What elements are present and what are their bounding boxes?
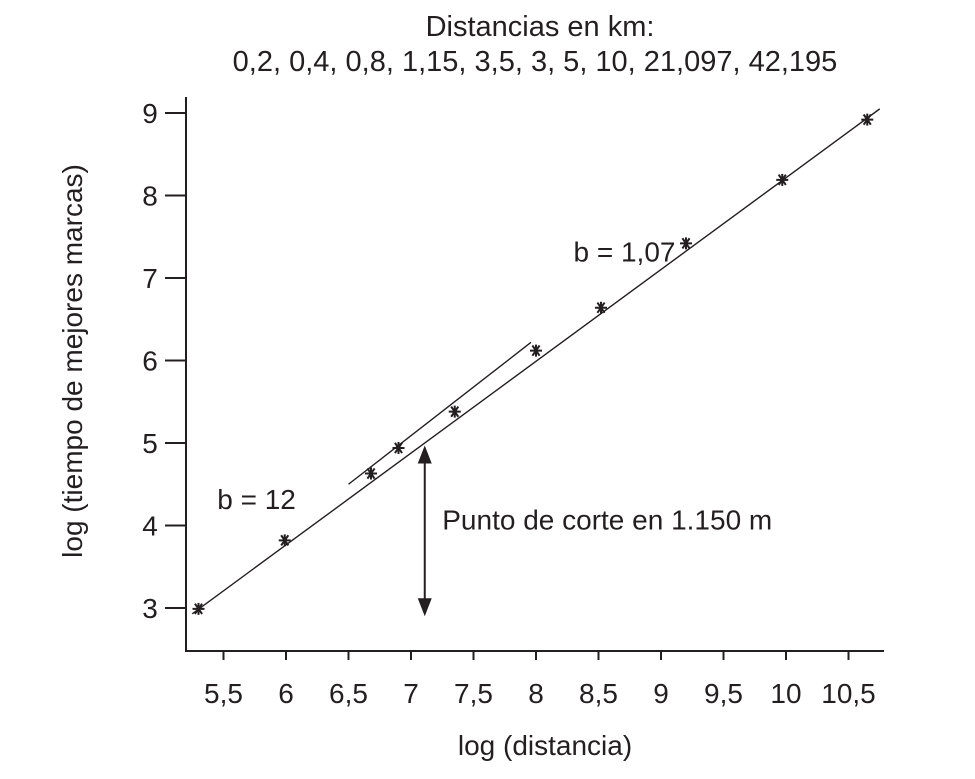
y-tick-label: 8: [142, 181, 158, 212]
x-tick-label: 6: [278, 678, 294, 709]
y-tick-label: 5: [142, 428, 158, 459]
annotations: b = 1,07 b = 12 Punto de corte en 1.150 m: [217, 237, 772, 536]
data-point: [192, 602, 205, 615]
arrow-head-down: [417, 598, 432, 617]
data-point: [392, 441, 405, 454]
chart-title: Distancias en km:: [426, 11, 655, 43]
x-tick-label: 6,5: [329, 678, 368, 709]
annotation-label: b = 12: [217, 484, 296, 515]
data-point: [680, 237, 692, 250]
fit-line: [348, 341, 532, 485]
x-tick-label: 7,5: [454, 678, 493, 709]
fit-line: [191, 108, 881, 615]
annotation-label: Punto de corte en 1.150 m: [442, 505, 772, 536]
x-tick-label: 10: [770, 678, 801, 709]
x-axis-label: log (distancia): [458, 730, 632, 761]
data-point: [530, 344, 542, 357]
data-point: [861, 113, 874, 126]
cut-point-arrow: [417, 445, 432, 617]
x-tick-label: 9: [653, 678, 669, 709]
y-tick-label: 7: [142, 263, 158, 294]
y-axis-ticks: 3 4 5 6 7 8 9: [142, 98, 186, 624]
fit-lines: [191, 108, 881, 615]
y-tick-label: 6: [142, 346, 158, 377]
data-point: [278, 534, 291, 547]
y-axis-label: log (tiempo de mejores marcas): [57, 164, 88, 558]
data-point: [776, 173, 789, 186]
x-tick-label: 7: [403, 678, 419, 709]
x-tick-label: 9,5: [704, 678, 743, 709]
x-tick-label: 5,5: [204, 678, 243, 709]
y-tick-label: 9: [142, 98, 158, 129]
x-axis-ticks: 5,5 6 6,5 7 7,5 8 8,5 9 9,5 10 10,5: [204, 651, 876, 709]
chart-subtitle: 0,2, 0,4, 0,8, 1,15, 3,5, 3, 5, 10, 21,0…: [233, 46, 838, 78]
data-point: [365, 467, 377, 480]
y-tick-label: 4: [142, 511, 158, 542]
arrow-head-up: [417, 445, 432, 464]
x-tick-label: 8,5: [579, 678, 618, 709]
x-tick-label: 8: [528, 678, 544, 709]
data-point: [448, 405, 461, 418]
data-point: [595, 301, 607, 314]
annotation-label: b = 1,07: [574, 237, 676, 268]
x-tick-label: 10,5: [821, 678, 876, 709]
y-tick-label: 3: [142, 593, 158, 624]
data-points: [192, 113, 874, 615]
